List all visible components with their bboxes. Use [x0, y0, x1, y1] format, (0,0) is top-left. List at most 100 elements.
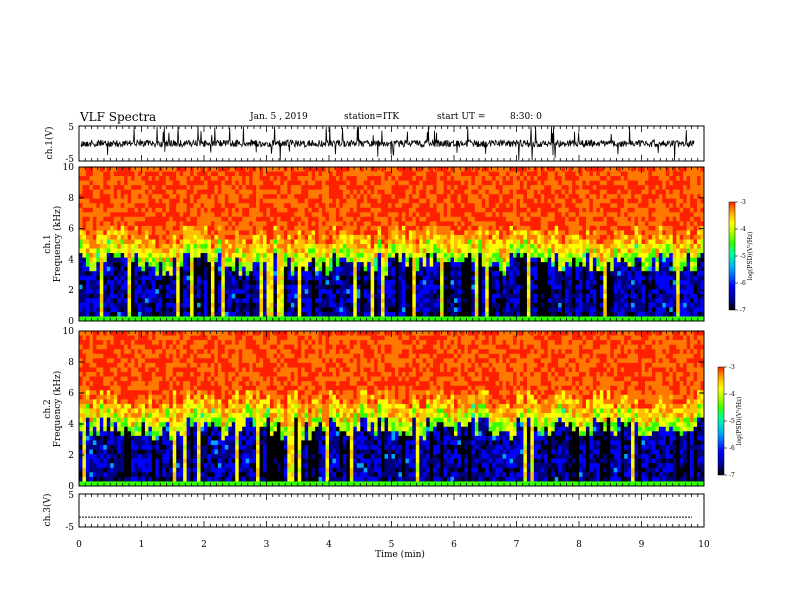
- spec-cell: [478, 180, 483, 186]
- spec-cell: [283, 225, 288, 231]
- spec-cell: [82, 302, 87, 308]
- spec-cell: [221, 234, 226, 240]
- spec-cell: [79, 275, 83, 281]
- spec-cell: [519, 293, 524, 299]
- spec-cell: [415, 194, 420, 200]
- spec-cell: [332, 207, 337, 213]
- spec-cell: [460, 253, 465, 258]
- spec-cell: [127, 198, 132, 204]
- spec-cell: [495, 262, 500, 267]
- spec-cell: [280, 216, 285, 222]
- spec-cell: [308, 248, 312, 254]
- spec-cell: [405, 289, 410, 295]
- spec-cell: [408, 284, 413, 290]
- spec-cell: [506, 271, 510, 277]
- spec-cell: [263, 262, 267, 267]
- spec-cell: [519, 316, 524, 322]
- spec-cell: [440, 239, 444, 245]
- spec-cell: [547, 244, 552, 249]
- spec-cell: [294, 198, 299, 204]
- spec-cell: [315, 262, 319, 267]
- spec-cell: [509, 194, 514, 200]
- spec-cell: [269, 311, 274, 317]
- spec-cell: [266, 311, 271, 317]
- spec-cell: [249, 203, 253, 209]
- spec-cell: [228, 185, 233, 190]
- spec-cell: [353, 307, 358, 313]
- spec-cell: [478, 266, 483, 272]
- spec-cell: [266, 216, 271, 222]
- spec-cell: [474, 189, 479, 195]
- spec-cell: [131, 271, 135, 277]
- spec-cell: [561, 198, 566, 204]
- spec-cell: [162, 307, 167, 313]
- spec-cell: [172, 271, 177, 277]
- spec-cell: [186, 216, 191, 222]
- spec-cell: [221, 266, 226, 272]
- spec-cell: [204, 275, 208, 281]
- spec-cell: [360, 185, 365, 190]
- spec-cell: [554, 302, 559, 308]
- spec-cell: [419, 266, 424, 272]
- spec-cell: [92, 307, 97, 313]
- spec-cell: [103, 225, 108, 231]
- spec-cell: [155, 284, 160, 290]
- spec-cell: [506, 244, 510, 249]
- spec-cell: [176, 266, 180, 272]
- spec-cell: [266, 189, 271, 195]
- spec-cell: [269, 275, 274, 281]
- spec-cell: [200, 248, 205, 254]
- spec-cell: [474, 262, 479, 267]
- spec-cell: [499, 293, 503, 299]
- spec-cell: [433, 198, 437, 204]
- spec-cell: [471, 316, 476, 322]
- spec-cell: [210, 171, 215, 177]
- spec-cell: [443, 216, 448, 222]
- spec-cell: [488, 185, 493, 190]
- spec-cell: [204, 284, 208, 290]
- spec-cell: [85, 280, 90, 286]
- spec-cell: [485, 302, 490, 308]
- spec-cell: [117, 280, 121, 286]
- spec-cell: [141, 293, 146, 299]
- spec-cell: [516, 171, 521, 177]
- spec-cell: [238, 311, 243, 317]
- spec-cell: [151, 189, 156, 195]
- spec-cell: [530, 271, 535, 277]
- spec-cell: [506, 198, 510, 204]
- spec-cell: [217, 230, 222, 236]
- spec-cell: [245, 198, 250, 204]
- spec-cell: [464, 271, 469, 277]
- spec-cell: [485, 266, 490, 272]
- spec-cell: [287, 221, 292, 227]
- spec-cell: [311, 180, 316, 186]
- spec-cell: [464, 302, 469, 308]
- spec-cell: [329, 230, 333, 236]
- spec-cell: [318, 311, 323, 317]
- spec-cell: [332, 198, 337, 204]
- spec-cell: [304, 262, 309, 267]
- spec-cell: [516, 203, 521, 209]
- spec-cell: [356, 311, 361, 317]
- spec-cell: [120, 293, 125, 299]
- spec-cell: [471, 171, 476, 177]
- spec-cell: [381, 198, 385, 204]
- spec-cell: [460, 239, 465, 245]
- spec-cell: [315, 212, 319, 218]
- spec-cell: [96, 207, 101, 213]
- spec-cell: [179, 176, 184, 181]
- spec-cell: [367, 311, 371, 317]
- spec-cell: [165, 185, 170, 190]
- spec-cell: [499, 302, 503, 308]
- spec-cell: [311, 271, 316, 277]
- spec-cell: [467, 262, 472, 267]
- spec-cell: [190, 275, 194, 281]
- spec-cell: [443, 275, 448, 281]
- spec-cell: [280, 293, 285, 299]
- spec-cell: [495, 271, 500, 277]
- spec-cell: [433, 234, 437, 240]
- spec-cell: [214, 189, 219, 195]
- spec-cell: [349, 185, 354, 190]
- spec-cell: [99, 171, 104, 177]
- spec-cell: [294, 248, 299, 254]
